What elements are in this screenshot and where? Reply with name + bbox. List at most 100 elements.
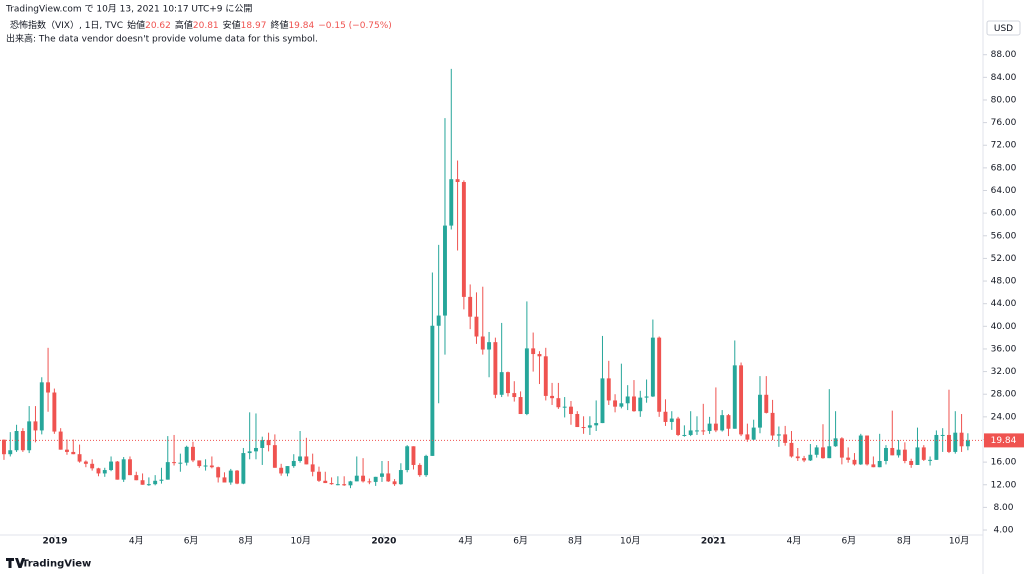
candle-body [461, 182, 466, 297]
candle-body [90, 463, 95, 469]
y-tick-label: 68.00 [991, 163, 1017, 173]
candle-body [613, 400, 618, 407]
x-tick-label: 2019 [42, 537, 67, 547]
candle-body [468, 296, 473, 317]
candle-body [398, 470, 403, 485]
candle-body [871, 464, 876, 468]
candle-body [650, 337, 655, 397]
candle-body [921, 447, 926, 460]
candle-body [657, 337, 662, 412]
candle-body [241, 453, 246, 484]
candle-body [342, 484, 347, 486]
candle-body [39, 382, 44, 431]
candle-body [449, 179, 454, 226]
candle-body [474, 316, 479, 337]
candle-body [2, 439, 6, 455]
low-value: 18.97 [241, 21, 267, 31]
y-tick-label: 24.00 [991, 412, 1017, 422]
candle-body [751, 427, 756, 440]
candle-body [417, 464, 422, 476]
candle-body [909, 460, 914, 465]
candle-body [758, 394, 762, 428]
candle-body [808, 454, 813, 461]
last-price-box [984, 433, 1024, 448]
candle-body [600, 378, 605, 424]
published-note: TradingView.com で 10月 13, 2021 10:17 UTC… [5, 4, 252, 15]
candle-body [480, 336, 485, 350]
candle-body [682, 434, 687, 436]
candle-body [109, 461, 114, 471]
candle-body [20, 430, 25, 451]
y-tick-label: 40.00 [991, 322, 1017, 332]
candle-body [209, 465, 214, 468]
candle-body [203, 465, 208, 467]
candle-body [625, 396, 630, 404]
candle-body [222, 477, 227, 483]
candle-body [858, 435, 863, 465]
candle-body [254, 447, 258, 452]
y-tick-label: 60.00 [991, 209, 1017, 219]
last-price-label: 19.84 [991, 436, 1017, 446]
candle-body [361, 475, 366, 482]
candle-body [146, 484, 151, 486]
candle-body [153, 480, 158, 485]
candle-body [335, 484, 340, 486]
y-tick-label: 4.00 [993, 526, 1013, 536]
y-tick-label: 84.00 [991, 73, 1017, 83]
candle-body [310, 464, 315, 472]
candle-body [688, 430, 693, 435]
candle-body [329, 483, 334, 485]
candle-body [77, 454, 82, 462]
x-tick-label: 6月 [513, 536, 528, 547]
candles [2, 68, 970, 489]
candle-body [424, 455, 429, 476]
y-tick-label: 72.00 [991, 141, 1017, 151]
candle-body [228, 470, 233, 483]
candle-body [436, 315, 441, 326]
y-tick-label: 12.00 [991, 480, 1017, 490]
y-tick-label: 52.00 [991, 254, 1017, 264]
candle-body [184, 446, 189, 463]
candle-body [543, 356, 548, 396]
candle-body [821, 447, 825, 459]
candle-body [619, 403, 624, 407]
y-tick-label: 56.00 [991, 231, 1017, 241]
x-tick-label: 6月 [841, 536, 856, 547]
candle-body [732, 365, 737, 429]
currency-button[interactable] [986, 20, 1021, 36]
x-tick-label: 2021 [701, 537, 726, 547]
candle-body [279, 467, 284, 474]
open-label: 始値 [127, 19, 145, 31]
candle-body [159, 479, 164, 481]
candle-body [531, 348, 536, 355]
currency[interactable]: USD [994, 24, 1013, 34]
candle-body [443, 225, 447, 316]
candle-body [52, 392, 57, 432]
candle-body [695, 430, 699, 432]
change: −0.15 (−0.75%) [318, 21, 392, 31]
symbol: 恐怖指数（VIX）, 1日, TVC [10, 19, 123, 31]
candle-body [776, 434, 781, 436]
candle-body [430, 325, 435, 456]
candle-body [795, 456, 800, 459]
candle-body [140, 480, 145, 485]
candle-body [839, 438, 844, 458]
candle-body [739, 365, 744, 435]
candle-body [814, 447, 819, 455]
candle-body [537, 354, 542, 357]
x-tick-label: 8月 [897, 536, 912, 547]
candle-body [877, 460, 882, 468]
candle-body [947, 434, 951, 452]
candle-body [506, 372, 510, 394]
candle-body [940, 434, 945, 436]
high-value: 20.81 [193, 21, 219, 31]
candle-body [745, 434, 750, 440]
candle-body [354, 475, 359, 482]
candle-body [121, 459, 126, 480]
candle-body [405, 446, 410, 471]
candle-body [493, 342, 498, 395]
x-tick-label: 8月 [239, 536, 254, 547]
candle-body [632, 396, 636, 412]
candle-body [178, 462, 183, 464]
candle-body [367, 481, 372, 483]
